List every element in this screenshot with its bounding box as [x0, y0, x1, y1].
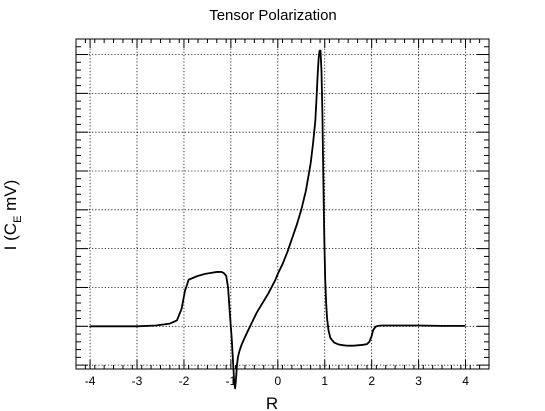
x-tick-label: -4	[85, 374, 96, 388]
x-tick-label: -2	[179, 374, 190, 388]
y-axis-label-suffix: mV)	[1, 180, 20, 216]
x-tick-label: 1	[321, 374, 328, 388]
x-tick-label: 4	[462, 374, 469, 388]
x-tick-labels: -4 -3 -2 -1 0 1 2 3 4	[85, 374, 469, 388]
plot-frame	[75, 38, 490, 370]
chart-title: Tensor Polarization	[209, 7, 337, 24]
axis-ticks	[75, 38, 490, 369]
x-tick-label: 2	[368, 374, 375, 388]
y-axis-label: I (CE mV)	[1, 180, 24, 251]
x-axis-label: R	[266, 394, 278, 411]
grid	[76, 39, 489, 369]
y-axis-label-prefix: I (C	[1, 223, 20, 250]
x-tick-label: 0	[274, 374, 281, 388]
series-line	[90, 49, 466, 390]
y-axis-label-subscript: E	[12, 216, 24, 223]
x-tick-label: -3	[132, 374, 143, 388]
x-tick-label: 3	[415, 374, 422, 388]
x-tick-label: -1	[226, 374, 237, 388]
